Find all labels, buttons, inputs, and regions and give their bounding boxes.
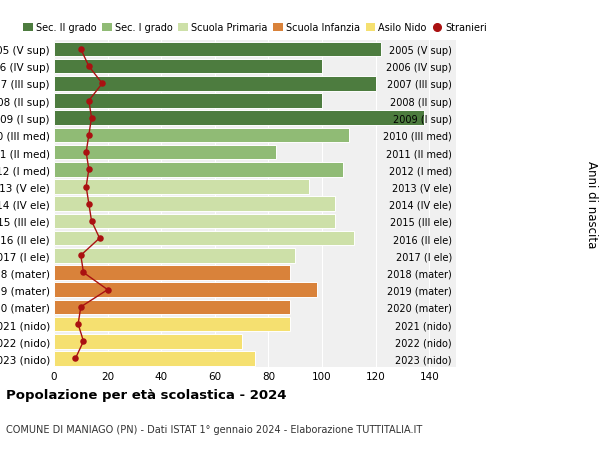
- Point: [97, 80, 107, 88]
- Point: [82, 149, 91, 157]
- Bar: [54, 129, 349, 143]
- Bar: [54, 60, 322, 74]
- Point: [87, 115, 97, 122]
- Bar: [54, 214, 335, 229]
- Bar: [54, 77, 376, 91]
- Bar: [54, 162, 343, 177]
- Point: [103, 286, 112, 294]
- Point: [76, 252, 86, 259]
- Point: [79, 338, 88, 345]
- Point: [84, 98, 94, 105]
- Bar: [54, 111, 424, 126]
- Bar: [54, 94, 322, 109]
- Point: [84, 166, 94, 174]
- Point: [84, 132, 94, 140]
- Text: Anni di nascita: Anni di nascita: [584, 161, 598, 248]
- Bar: [54, 248, 295, 263]
- Bar: [54, 266, 290, 280]
- Bar: [54, 334, 242, 349]
- Bar: [54, 146, 277, 160]
- Point: [84, 63, 94, 71]
- Bar: [54, 231, 354, 246]
- Point: [95, 235, 104, 242]
- Bar: [54, 317, 290, 331]
- Text: Popolazione per età scolastica - 2024: Popolazione per età scolastica - 2024: [6, 388, 287, 401]
- Point: [82, 184, 91, 191]
- Point: [76, 303, 86, 311]
- Point: [84, 201, 94, 208]
- Point: [76, 46, 86, 54]
- Text: COMUNE DI MANIAGO (PN) - Dati ISTAT 1° gennaio 2024 - Elaborazione TUTTITALIA.IT: COMUNE DI MANIAGO (PN) - Dati ISTAT 1° g…: [6, 425, 422, 435]
- Point: [71, 355, 80, 362]
- Point: [87, 218, 97, 225]
- Bar: [54, 351, 255, 366]
- Legend: Sec. II grado, Sec. I grado, Scuola Primaria, Scuola Infanzia, Asilo Nido, Stran: Sec. II grado, Sec. I grado, Scuola Prim…: [23, 23, 487, 33]
- Point: [79, 269, 88, 276]
- Bar: [54, 283, 317, 297]
- Bar: [54, 180, 308, 195]
- Bar: [54, 197, 335, 212]
- Point: [73, 321, 83, 328]
- Bar: [54, 300, 290, 314]
- Bar: [54, 43, 381, 57]
